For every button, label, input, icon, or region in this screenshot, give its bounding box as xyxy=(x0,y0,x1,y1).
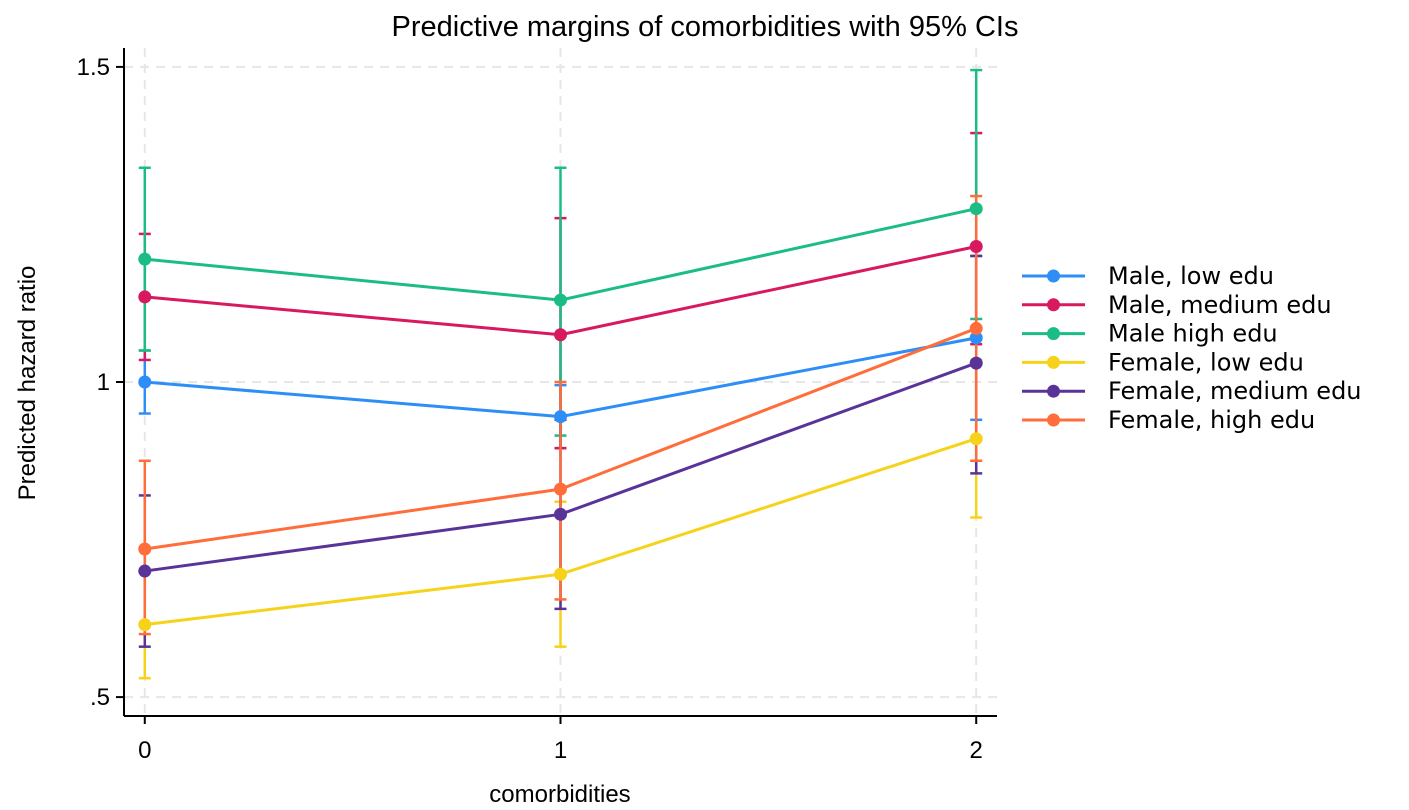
data-point xyxy=(554,328,567,342)
legend-swatch-marker xyxy=(1047,298,1060,312)
data-point xyxy=(554,482,567,496)
y-tick-label: 1.5 xyxy=(77,54,110,81)
y-tick-label: .5 xyxy=(90,684,110,711)
data-point xyxy=(138,542,152,556)
data-point xyxy=(138,252,152,266)
data-point xyxy=(138,618,152,632)
chart-title: Predictive margins of comorbidities with… xyxy=(392,11,1019,43)
ticks-layer: .5 1 1.5 0 1 2 xyxy=(77,54,983,764)
data-point xyxy=(969,432,983,446)
legend-swatch-marker xyxy=(1047,269,1060,283)
data-point xyxy=(554,567,567,581)
data-point xyxy=(969,321,983,335)
x-tick-label: 2 xyxy=(970,737,983,764)
y-tick-label: 1 xyxy=(97,369,110,396)
y-axis-label: Predicted hazard ratio xyxy=(14,266,41,501)
legend-label: Male high edu xyxy=(1108,320,1278,348)
x-tick-label: 1 xyxy=(554,737,567,764)
legend-swatch-marker xyxy=(1047,384,1060,398)
points-layer xyxy=(138,202,983,632)
legend-label: Female, low edu xyxy=(1108,348,1304,376)
data-point xyxy=(138,290,152,304)
data-point xyxy=(554,293,567,307)
x-axis-label: comorbidities xyxy=(489,781,630,808)
x-tick-label: 0 xyxy=(138,737,151,764)
legend-label: Female, medium edu xyxy=(1108,377,1362,405)
legend-swatch-marker xyxy=(1047,413,1060,427)
legend-swatch-marker xyxy=(1047,355,1060,369)
data-point xyxy=(969,202,983,216)
legend-label: Female, high edu xyxy=(1108,406,1315,434)
data-point xyxy=(969,331,983,345)
legend-swatch-marker xyxy=(1047,327,1060,341)
data-point xyxy=(138,564,152,578)
legend-label: Male, medium edu xyxy=(1108,291,1332,319)
legend-label: Male, low edu xyxy=(1108,262,1274,290)
data-point xyxy=(554,507,567,521)
data-point xyxy=(969,240,983,254)
data-point xyxy=(969,356,983,370)
data-point xyxy=(554,410,567,424)
data-point xyxy=(138,375,152,389)
